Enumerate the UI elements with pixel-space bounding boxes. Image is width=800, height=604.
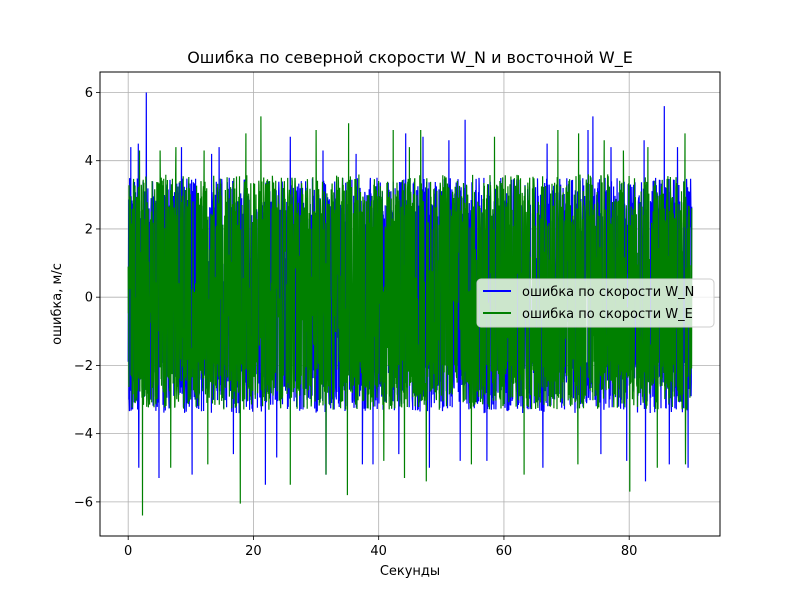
legend: ошибка по скорости W_N ошибка по скорост… <box>476 278 715 328</box>
y-axis-label: ошибка, м/с <box>50 263 65 345</box>
x-tick-label: 0 <box>124 544 132 559</box>
legend-label-wn: ошибка по скорости W_N <box>522 285 694 300</box>
axes-frame <box>99 71 721 537</box>
y-tick-label: −6 <box>74 495 93 510</box>
x-axis: 0 20 40 60 80 <box>124 536 637 559</box>
y-tick-label: 4 <box>85 154 93 169</box>
series-layer <box>127 92 693 516</box>
x-axis-label: Секунды <box>380 564 440 579</box>
x-tick-label: 60 <box>496 544 513 559</box>
y-axis: 6 4 2 0 −2 −4 −6 <box>74 86 100 510</box>
y-tick-label: −2 <box>74 359 93 374</box>
y-tick-label: 2 <box>85 222 93 237</box>
x-tick-label: 80 <box>621 544 638 559</box>
y-tick-label: 6 <box>85 86 93 101</box>
legend-box <box>476 278 715 328</box>
series-line-we <box>127 116 693 516</box>
x-tick-label: 20 <box>245 544 262 559</box>
legend-label-we: ошибка по скорости W_E <box>522 307 693 322</box>
chart-title: Ошибка по северной скорости W_N и восточ… <box>187 48 633 68</box>
y-tick-label: 0 <box>85 291 93 306</box>
x-tick-label: 40 <box>370 544 387 559</box>
y-tick-label: −4 <box>74 427 93 442</box>
